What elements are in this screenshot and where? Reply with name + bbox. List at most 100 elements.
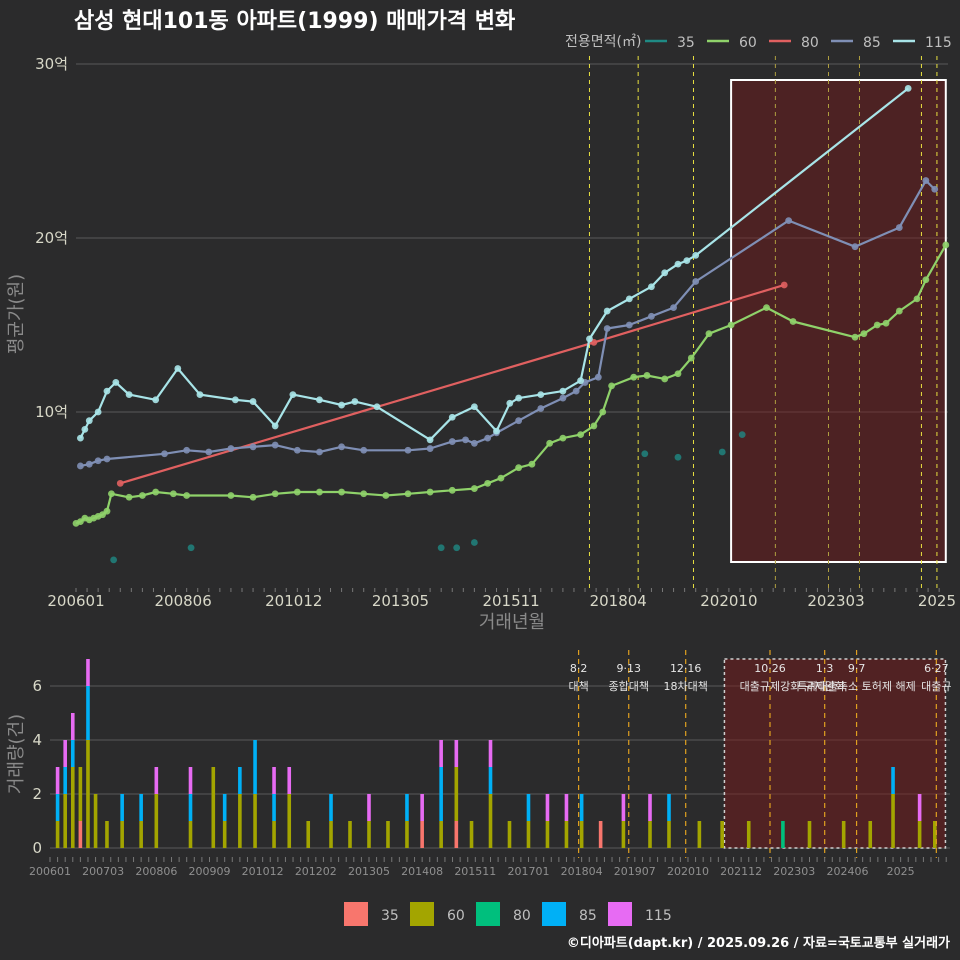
data-point-115: [426, 436, 434, 444]
volume-x-tick-label: 202406: [826, 865, 868, 878]
volume-bar-115: [420, 794, 424, 821]
data-point-85: [293, 446, 301, 454]
volume-bar-60: [868, 821, 873, 848]
policy-event-date: 9·7: [848, 662, 866, 675]
volume-bar-85: [139, 794, 143, 821]
data-point-60: [922, 276, 930, 284]
volume-bar-60: [154, 794, 159, 848]
policy-event-label: 규제완화: [804, 680, 844, 693]
data-point-85: [404, 446, 412, 454]
data-point-60: [108, 490, 115, 498]
volume-x-tick-label: 202010: [667, 865, 709, 878]
volume-x-tick-label: 201804: [561, 865, 603, 878]
price-x-tick-label: 202303: [807, 592, 864, 610]
data-point-85: [785, 217, 793, 225]
volume-x-tick-label: 201907: [614, 865, 656, 878]
data-point-85: [360, 446, 368, 454]
data-point-85: [227, 445, 235, 452]
volume-bar-60: [746, 821, 751, 848]
volume-bar-60: [507, 821, 512, 848]
volume-bar-85: [70, 740, 75, 767]
volume-bar-60: [917, 821, 922, 848]
volume-bar-115: [621, 794, 626, 821]
volume-bar-85: [329, 794, 333, 821]
policy-event-label: 특례대출축소 토허제 해제: [797, 679, 915, 693]
data-point-115: [470, 403, 478, 411]
volume-bar-35: [598, 821, 603, 848]
volume-y-tick-label: 4: [32, 731, 42, 749]
price-x-tick-label: 202010: [700, 592, 757, 610]
data-point-60: [687, 354, 695, 362]
data-point-115: [448, 413, 456, 421]
data-point-115: [506, 399, 514, 407]
data-point-60: [227, 492, 235, 499]
volume-bar-85: [405, 794, 409, 821]
data-point-60: [169, 490, 177, 498]
data-point-60: [497, 474, 505, 482]
data-point-60: [316, 488, 323, 496]
volume-bar-115: [55, 767, 60, 794]
data-point-115: [603, 307, 611, 315]
data-point-115: [249, 398, 257, 405]
volume-bar-85: [222, 794, 227, 821]
volume-bar-60: [253, 794, 257, 848]
policy-event-date: 8·2: [570, 662, 588, 675]
policy-event-label: 대출규제강화: [740, 680, 801, 693]
data-point-60: [515, 464, 523, 472]
volume-bar-115: [367, 794, 371, 821]
data-point-35: [470, 539, 478, 546]
volume-bar-60: [720, 821, 724, 848]
legend-label-85: 85: [863, 35, 881, 51]
volume-bar-85: [63, 767, 67, 794]
data-point-35: [674, 453, 682, 461]
price-x-tick-label: 201804: [590, 592, 647, 610]
volume-bar-60: [933, 821, 937, 848]
data-point-85: [338, 443, 345, 451]
volume-bar-60: [306, 821, 311, 848]
data-point-60: [103, 507, 111, 515]
volume-x-tick-label: 201012: [242, 865, 284, 878]
data-point-60: [661, 375, 669, 383]
data-point-60: [293, 488, 301, 496]
data-point-60: [448, 486, 456, 494]
volume-panel: 0 2 4 6 8·2 대책 9·13 종합대책 12·16 18차대책 10·26 대출규제강화 1·…: [29, 650, 952, 878]
data-point-60: [338, 488, 345, 496]
volume-x-tick-label: 201202: [295, 865, 337, 878]
price-x-tick-label: 2025: [918, 592, 956, 610]
volume-bar-60: [272, 821, 276, 848]
data-point-85: [572, 387, 580, 395]
volume-y-tick-label: 0: [32, 839, 42, 857]
volume-bar-60: [841, 821, 846, 848]
price-legend: 전용면적(㎡) 35 60 80 85 115: [565, 34, 952, 51]
data-point-115: [351, 398, 359, 405]
volume-bar-60: [469, 821, 474, 848]
data-point-85: [426, 445, 434, 452]
volume-bar-85: [579, 794, 584, 821]
data-point-60: [727, 321, 735, 329]
data-point-85: [594, 373, 602, 381]
data-point-80: [780, 281, 788, 289]
volume-x-tick-label: 2025: [887, 865, 915, 878]
volume-legend: 35 60 80 85 115: [344, 902, 672, 926]
data-point-115: [81, 426, 89, 433]
price-y-tick-label: 30억: [35, 55, 68, 73]
data-point-85: [161, 450, 168, 458]
volume-bar-115: [86, 659, 90, 686]
data-point-115: [904, 84, 912, 92]
volume-bar-115: [439, 740, 443, 767]
data-point-85: [559, 394, 567, 402]
volume-bar-60: [439, 821, 443, 848]
volume-x-tick-label: 200601: [29, 865, 71, 878]
volume-bar-60: [488, 794, 493, 848]
volume-y-tick-label: 6: [32, 677, 42, 695]
data-point-85: [537, 405, 545, 412]
volume-bar-115: [917, 794, 922, 821]
data-point-35: [187, 544, 195, 552]
volume-bar-85: [667, 794, 671, 821]
data-point-60: [860, 330, 868, 338]
volume-legend-label-115: 115: [645, 908, 672, 924]
volume-x-tick-label: 201305: [348, 865, 390, 878]
data-point-115: [85, 417, 93, 425]
price-x-tick-label: 201305: [372, 592, 429, 610]
